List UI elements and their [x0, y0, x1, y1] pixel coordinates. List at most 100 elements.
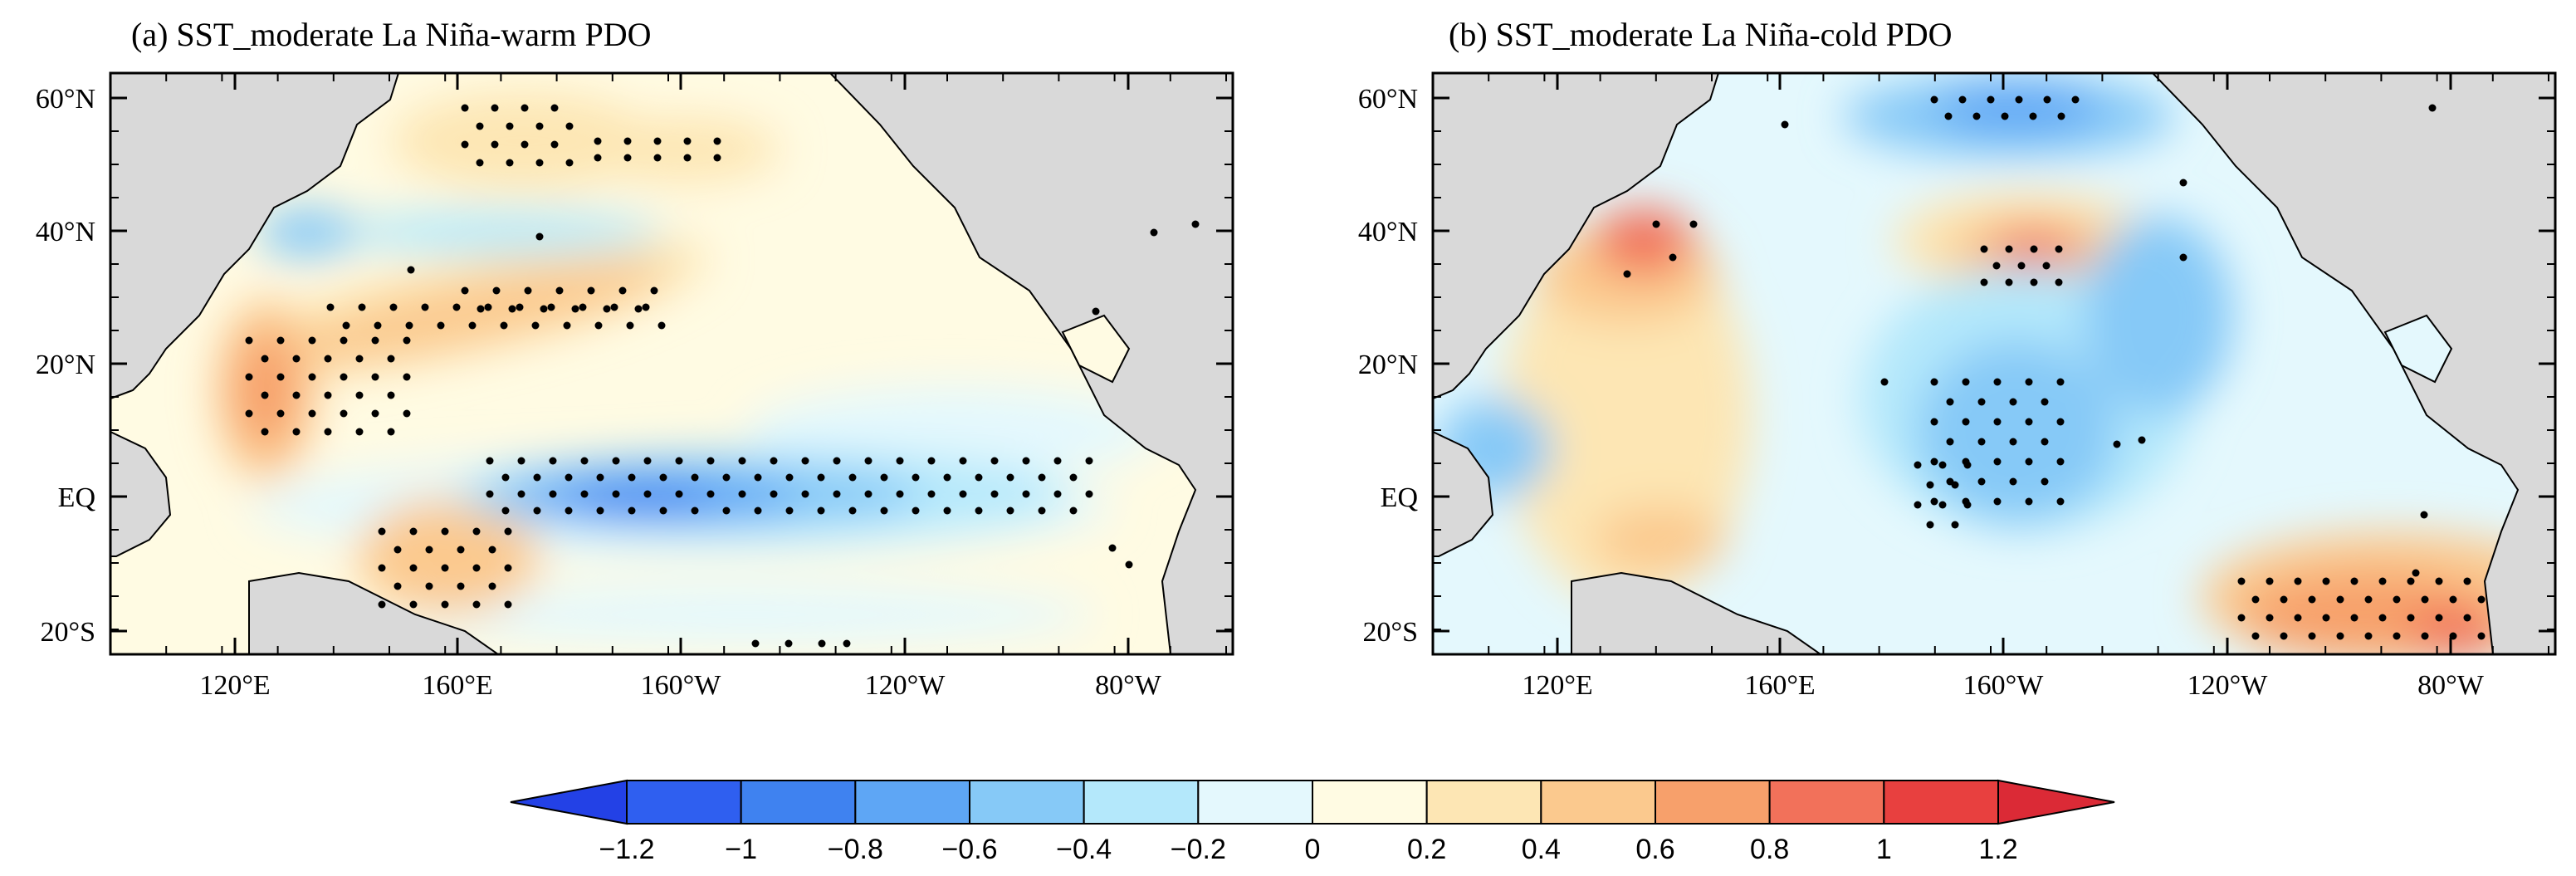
significance-dot — [2043, 95, 2051, 104]
significance-dot — [524, 286, 532, 295]
panel-a-stippling — [245, 104, 1200, 648]
significance-dot — [421, 303, 429, 311]
significance-dot — [659, 507, 667, 515]
significance-dot — [2041, 398, 2049, 406]
significance-dot — [2237, 577, 2246, 585]
significance-dot — [675, 490, 683, 498]
significance-dot — [1781, 120, 1789, 129]
significance-dot — [461, 286, 469, 295]
significance-dot — [1669, 253, 1677, 262]
significance-dot — [2421, 595, 2429, 604]
significance-dot — [2001, 112, 2009, 120]
colorbar-swatch — [1083, 780, 1200, 825]
significance-dot — [1022, 490, 1030, 498]
significance-dot — [2029, 112, 2037, 120]
significance-dot — [492, 286, 501, 295]
significance-dot — [2393, 595, 2401, 604]
significance-dot — [623, 154, 632, 162]
colorbar-under-arrow — [510, 779, 628, 825]
significance-dot — [691, 473, 699, 482]
significance-dot — [880, 473, 888, 482]
significance-dot — [2477, 595, 2486, 604]
significance-dot — [801, 490, 809, 498]
significance-dot — [1980, 245, 1988, 253]
panel-b-ytick-label: 20°N — [1358, 350, 1418, 380]
significance-dot — [506, 159, 514, 167]
significance-dot — [2407, 614, 2415, 622]
significance-dot — [371, 409, 379, 418]
significance-dot — [2336, 632, 2344, 640]
significance-dot — [409, 527, 418, 536]
significance-dot — [441, 600, 449, 609]
significance-dot — [1938, 501, 1947, 509]
significance-dot — [1930, 95, 1938, 104]
significance-dot — [540, 305, 548, 313]
significance-dot — [643, 490, 652, 498]
significance-dot — [563, 321, 571, 330]
significance-dot — [276, 336, 285, 345]
significance-dot — [486, 490, 494, 498]
significance-dot — [403, 373, 411, 381]
significance-dot — [1006, 507, 1014, 515]
significance-dot — [722, 473, 731, 482]
significance-dot — [461, 104, 469, 112]
significance-dot — [594, 137, 602, 145]
colorbar-swatch — [1425, 780, 1542, 825]
significance-dot — [547, 303, 555, 311]
significance-dot — [488, 582, 496, 590]
significance-dot — [378, 527, 386, 536]
significance-dot — [722, 507, 731, 515]
panel-a-xtick-label: 160°E — [422, 670, 492, 701]
significance-dot — [245, 373, 253, 381]
significance-dot — [634, 305, 643, 313]
significance-dot — [1038, 507, 1046, 515]
significance-dot — [2266, 614, 2274, 622]
significance-dot — [2005, 278, 2013, 286]
significance-dot — [535, 122, 544, 130]
panel-b-xtick-label: 120°E — [1522, 670, 1592, 701]
significance-dot — [683, 154, 692, 162]
significance-dot — [713, 137, 721, 145]
significance-dot — [1993, 497, 2002, 506]
significance-dot — [488, 546, 496, 554]
significance-dot — [2041, 477, 2049, 486]
significance-dot — [623, 137, 632, 145]
significance-dot — [2005, 245, 2013, 253]
significance-dot — [340, 409, 348, 418]
significance-dot — [848, 473, 857, 482]
panel-a: (a) SST_moderate La Niña-warm PDO — [36, 16, 1234, 701]
significance-dot — [261, 391, 269, 399]
significance-dot — [848, 507, 857, 515]
significance-dot — [533, 473, 541, 482]
significance-dot — [817, 473, 825, 482]
significance-dot — [1652, 220, 1660, 228]
significance-dot — [452, 303, 461, 311]
panel-a-ytick-label: EQ — [58, 482, 95, 513]
significance-dot — [261, 428, 269, 436]
significance-dot — [770, 457, 778, 465]
significance-dot — [535, 159, 544, 167]
significance-dot — [2435, 577, 2443, 585]
colorbar-swatch — [1540, 780, 1657, 825]
significance-dot — [506, 122, 514, 130]
colorbar-label: −1.2 — [599, 834, 654, 865]
panel-b-ytick-label: 60°N — [1358, 84, 1418, 115]
significance-dot — [2030, 245, 2038, 253]
significance-dot — [896, 457, 904, 465]
panel-a-ytick-label: 60°N — [36, 84, 95, 115]
significance-dot — [1108, 544, 1117, 552]
significance-dot — [565, 507, 573, 515]
significance-dot — [738, 457, 746, 465]
significance-dot — [754, 473, 762, 482]
significance-dot — [596, 507, 604, 515]
panel-b-land — [1433, 73, 2555, 654]
significance-dot — [468, 321, 477, 330]
significance-dot — [441, 564, 449, 572]
significance-dot — [292, 428, 301, 436]
colorbar-label: 0.2 — [1407, 834, 1446, 865]
significance-dot — [943, 507, 951, 515]
colorbar-swatch — [1768, 780, 1885, 825]
significance-dot — [261, 355, 269, 363]
significance-dot — [371, 373, 379, 381]
significance-dot — [504, 527, 512, 536]
